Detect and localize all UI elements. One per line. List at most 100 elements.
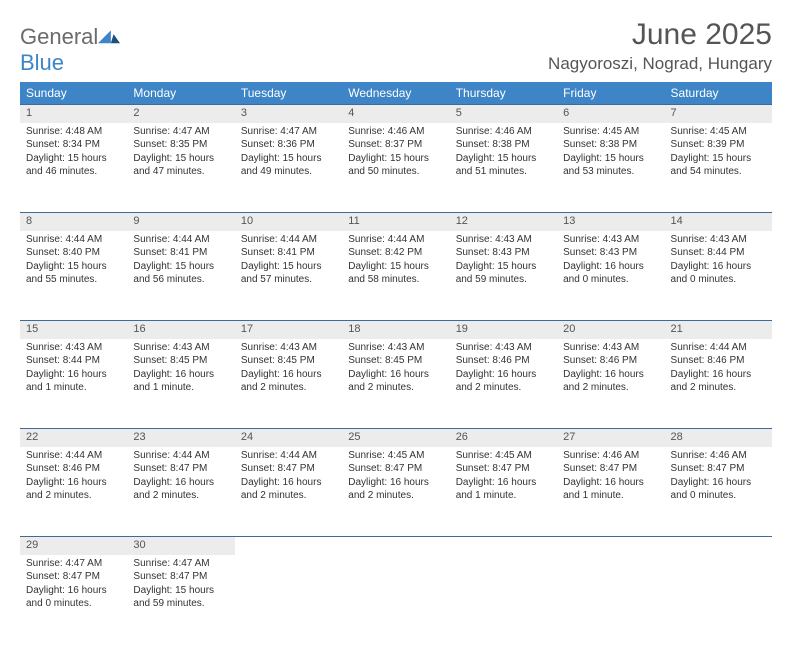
day-cell: Sunrise: 4:44 AMSunset: 8:40 PMDaylight:… bbox=[20, 231, 127, 321]
day-content: Sunrise: 4:46 AMSunset: 8:47 PMDaylight:… bbox=[665, 447, 772, 509]
empty-cell bbox=[342, 537, 449, 555]
day-sr: Sunrise: 4:46 AM bbox=[563, 449, 658, 463]
day-number: 7 bbox=[665, 105, 772, 121]
day-number: 9 bbox=[127, 213, 234, 229]
day-ss: Sunset: 8:40 PM bbox=[26, 246, 121, 260]
day-cell: Sunrise: 4:46 AMSunset: 8:38 PMDaylight:… bbox=[450, 123, 557, 213]
day-number: 14 bbox=[665, 213, 772, 229]
week-body-row: Sunrise: 4:47 AMSunset: 8:47 PMDaylight:… bbox=[20, 555, 772, 645]
day-content: Sunrise: 4:44 AMSunset: 8:47 PMDaylight:… bbox=[235, 447, 342, 509]
day-content: Sunrise: 4:47 AMSunset: 8:35 PMDaylight:… bbox=[127, 123, 234, 185]
day-sr: Sunrise: 4:44 AM bbox=[348, 233, 443, 247]
day-sr: Sunrise: 4:45 AM bbox=[563, 125, 658, 139]
day-content: Sunrise: 4:44 AMSunset: 8:46 PMDaylight:… bbox=[665, 339, 772, 401]
day-number-cell: 24 bbox=[235, 429, 342, 447]
day-number-cell: 12 bbox=[450, 213, 557, 231]
day-dl: Daylight: 16 hours and 1 minute. bbox=[456, 476, 551, 503]
empty-cell bbox=[235, 537, 342, 555]
day-sr: Sunrise: 4:47 AM bbox=[241, 125, 336, 139]
day-cell: Sunrise: 4:48 AMSunset: 8:34 PMDaylight:… bbox=[20, 123, 127, 213]
day-ss: Sunset: 8:43 PM bbox=[456, 246, 551, 260]
week-number-row: 15161718192021 bbox=[20, 321, 772, 339]
day-content: Sunrise: 4:43 AMSunset: 8:43 PMDaylight:… bbox=[450, 231, 557, 293]
day-cell: Sunrise: 4:44 AMSunset: 8:41 PMDaylight:… bbox=[235, 231, 342, 321]
day-dl: Daylight: 16 hours and 2 minutes. bbox=[133, 476, 228, 503]
day-sr: Sunrise: 4:46 AM bbox=[456, 125, 551, 139]
day-number: 4 bbox=[342, 105, 449, 121]
day-number: 20 bbox=[557, 321, 664, 337]
day-number: 19 bbox=[450, 321, 557, 337]
day-content: Sunrise: 4:46 AMSunset: 8:37 PMDaylight:… bbox=[342, 123, 449, 185]
day-number: 21 bbox=[665, 321, 772, 337]
day-content: Sunrise: 4:46 AMSunset: 8:38 PMDaylight:… bbox=[450, 123, 557, 185]
header: General Blue June 2025 Nagyoroszi, Nogra… bbox=[20, 18, 772, 76]
day-cell: Sunrise: 4:43 AMSunset: 8:46 PMDaylight:… bbox=[450, 339, 557, 429]
day-number: 18 bbox=[342, 321, 449, 337]
day-ss: Sunset: 8:45 PM bbox=[348, 354, 443, 368]
logo-line1: General bbox=[20, 24, 98, 49]
day-dl: Daylight: 16 hours and 2 minutes. bbox=[563, 368, 658, 395]
empty-cell bbox=[450, 555, 557, 645]
week-number-row: 1234567 bbox=[20, 105, 772, 123]
day-header: Friday bbox=[557, 82, 664, 105]
day-number: 24 bbox=[235, 429, 342, 445]
day-dl: Daylight: 16 hours and 2 minutes. bbox=[241, 476, 336, 503]
day-number-cell: 19 bbox=[450, 321, 557, 339]
day-ss: Sunset: 8:47 PM bbox=[133, 570, 228, 584]
day-number-cell: 15 bbox=[20, 321, 127, 339]
day-ss: Sunset: 8:44 PM bbox=[26, 354, 121, 368]
day-dl: Daylight: 16 hours and 0 minutes. bbox=[671, 476, 766, 503]
day-ss: Sunset: 8:44 PM bbox=[671, 246, 766, 260]
day-number: 22 bbox=[20, 429, 127, 445]
day-cell: Sunrise: 4:47 AMSunset: 8:36 PMDaylight:… bbox=[235, 123, 342, 213]
day-content: Sunrise: 4:47 AMSunset: 8:47 PMDaylight:… bbox=[127, 555, 234, 617]
day-number-cell: 27 bbox=[557, 429, 664, 447]
day-sr: Sunrise: 4:44 AM bbox=[26, 233, 121, 247]
empty-cell bbox=[342, 555, 449, 645]
day-dl: Daylight: 15 hours and 53 minutes. bbox=[563, 152, 658, 179]
day-ss: Sunset: 8:45 PM bbox=[133, 354, 228, 368]
day-ss: Sunset: 8:45 PM bbox=[241, 354, 336, 368]
day-ss: Sunset: 8:47 PM bbox=[241, 462, 336, 476]
day-dl: Daylight: 15 hours and 50 minutes. bbox=[348, 152, 443, 179]
day-ss: Sunset: 8:47 PM bbox=[26, 570, 121, 584]
day-ss: Sunset: 8:47 PM bbox=[348, 462, 443, 476]
day-number-cell: 25 bbox=[342, 429, 449, 447]
day-content: Sunrise: 4:44 AMSunset: 8:40 PMDaylight:… bbox=[20, 231, 127, 293]
day-cell: Sunrise: 4:47 AMSunset: 8:35 PMDaylight:… bbox=[127, 123, 234, 213]
day-sr: Sunrise: 4:44 AM bbox=[671, 341, 766, 355]
day-number-cell: 13 bbox=[557, 213, 664, 231]
day-number: 29 bbox=[20, 537, 127, 553]
day-dl: Daylight: 16 hours and 1 minute. bbox=[26, 368, 121, 395]
day-cell: Sunrise: 4:43 AMSunset: 8:45 PMDaylight:… bbox=[342, 339, 449, 429]
day-sr: Sunrise: 4:44 AM bbox=[26, 449, 121, 463]
day-sr: Sunrise: 4:45 AM bbox=[456, 449, 551, 463]
day-ss: Sunset: 8:38 PM bbox=[456, 138, 551, 152]
day-ss: Sunset: 8:43 PM bbox=[563, 246, 658, 260]
day-dl: Daylight: 16 hours and 0 minutes. bbox=[26, 584, 121, 611]
day-dl: Daylight: 16 hours and 2 minutes. bbox=[26, 476, 121, 503]
day-sr: Sunrise: 4:47 AM bbox=[133, 125, 228, 139]
calendar-page: General Blue June 2025 Nagyoroszi, Nogra… bbox=[0, 0, 792, 612]
logo-line2: Blue bbox=[20, 50, 64, 75]
day-dl: Daylight: 15 hours and 47 minutes. bbox=[133, 152, 228, 179]
day-number: 27 bbox=[557, 429, 664, 445]
day-ss: Sunset: 8:41 PM bbox=[241, 246, 336, 260]
empty-cell bbox=[450, 537, 557, 555]
day-dl: Daylight: 15 hours and 51 minutes. bbox=[456, 152, 551, 179]
day-header: Tuesday bbox=[235, 82, 342, 105]
day-cell: Sunrise: 4:44 AMSunset: 8:46 PMDaylight:… bbox=[20, 447, 127, 537]
day-content: Sunrise: 4:43 AMSunset: 8:45 PMDaylight:… bbox=[127, 339, 234, 401]
day-number-cell: 7 bbox=[665, 105, 772, 123]
day-ss: Sunset: 8:41 PM bbox=[133, 246, 228, 260]
day-sr: Sunrise: 4:46 AM bbox=[348, 125, 443, 139]
day-cell: Sunrise: 4:47 AMSunset: 8:47 PMDaylight:… bbox=[20, 555, 127, 645]
week-number-row: 2930 bbox=[20, 537, 772, 555]
day-content: Sunrise: 4:43 AMSunset: 8:45 PMDaylight:… bbox=[235, 339, 342, 401]
day-ss: Sunset: 8:46 PM bbox=[563, 354, 658, 368]
day-sr: Sunrise: 4:47 AM bbox=[26, 557, 121, 571]
week-number-row: 891011121314 bbox=[20, 213, 772, 231]
day-cell: Sunrise: 4:44 AMSunset: 8:47 PMDaylight:… bbox=[235, 447, 342, 537]
day-number-cell: 17 bbox=[235, 321, 342, 339]
location: Nagyoroszi, Nograd, Hungary bbox=[548, 54, 772, 74]
